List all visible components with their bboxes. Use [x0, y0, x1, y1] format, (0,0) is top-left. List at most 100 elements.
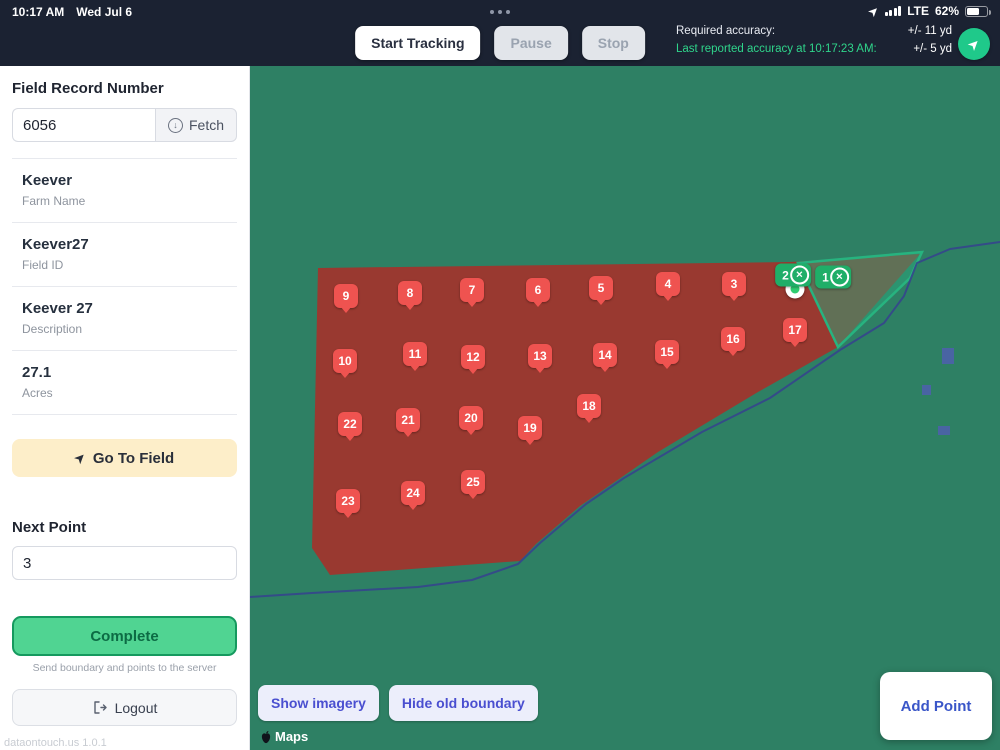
navigation-arrow-icon: ➤	[71, 449, 89, 467]
description-label: Description	[22, 322, 83, 336]
building-footprint	[942, 348, 954, 364]
map-layer-controls: Show imagery Hide old boundary	[258, 685, 538, 721]
map-pin[interactable]: 11	[403, 342, 427, 366]
show-imagery-button[interactable]: Show imagery	[258, 685, 379, 721]
map-canvas[interactable]: 9 8 7 6 5 4 3 17 16 15 14 13 12 11 10 18 19 20 21 22 23 24 25 2…	[250, 66, 1000, 750]
field-id-value: Keever27	[22, 236, 89, 253]
fetch-button[interactable]: ↓ Fetch	[154, 108, 237, 142]
remove-point-button[interactable]: ✕	[789, 265, 809, 285]
field-row-description: Keever 27 Description	[12, 287, 237, 351]
go-to-field-button[interactable]: ➤ Go To Field	[12, 439, 237, 477]
top-bar: 10:17 AM Wed Jul 6 ➤ LTE 62% Start Track…	[0, 0, 1000, 66]
river-line	[250, 241, 1000, 598]
map-pin-number: 21	[401, 413, 415, 427]
battery-icon	[965, 5, 991, 17]
building-footprint	[938, 426, 950, 435]
map-pin-number: 14	[598, 348, 612, 362]
map-pin-number: 4	[664, 277, 672, 291]
app-version: dataontouch.us 1.0.1	[4, 737, 107, 749]
map-pin-number: 6	[534, 283, 542, 297]
map-pin[interactable]: 6	[526, 278, 550, 302]
battery-percent: 62%	[934, 4, 959, 18]
accuracy-panel: Required accuracy: +/- 11 yd Last report…	[676, 23, 952, 59]
location-services-icon: ➤	[866, 3, 882, 19]
map-pin-number: 10	[338, 354, 352, 368]
map-pin[interactable]: 3	[722, 272, 746, 296]
map-pin[interactable]: 24	[401, 481, 425, 505]
hide-old-boundary-button[interactable]: Hide old boundary	[388, 685, 538, 721]
field-row-field-id: Keever27 Field ID	[12, 223, 237, 287]
field-record-number-input[interactable]	[12, 108, 155, 142]
map-pin[interactable]: 9	[334, 284, 358, 308]
acres-value: 27.1	[22, 364, 52, 381]
clock: 10:17 AM	[12, 5, 65, 19]
map-pin[interactable]: 5	[589, 276, 613, 300]
map-pin[interactable]: 15	[655, 340, 679, 364]
home-indicator-dots[interactable]	[490, 10, 510, 14]
map-pin[interactable]: 20	[459, 406, 483, 430]
map-pin[interactable]: 22	[338, 412, 362, 436]
map-pin[interactable]: 10	[333, 349, 357, 373]
map-pin[interactable]: 18	[577, 394, 601, 418]
last-accuracy-value: +/- 5 yd	[913, 42, 952, 55]
farm-name-value: Keever	[22, 172, 73, 189]
captured-point-badge[interactable]: 2 ✕	[775, 263, 811, 287]
apple-logo-icon	[261, 730, 271, 743]
stop-button[interactable]: Stop	[581, 26, 645, 60]
start-tracking-button[interactable]: Start Tracking	[355, 26, 481, 60]
map-pin-number: 5	[597, 281, 605, 295]
status-right: ➤ LTE 62%	[866, 3, 991, 19]
map-pin[interactable]: 13	[528, 344, 552, 368]
network-type: LTE	[907, 4, 929, 18]
last-accuracy-label: Last reported accuracy at 10:17:23 AM:	[676, 42, 877, 55]
center-location-button[interactable]: ➤	[958, 28, 990, 60]
map-pin-number: 3	[730, 277, 738, 291]
pause-button[interactable]: Pause	[494, 26, 568, 60]
map-pin[interactable]: 7	[460, 278, 484, 302]
map-pins-layer: 9 8 7 6 5 4 3 17 16 15 14 13 12 11 10 18 19 20 21 22 23 24 25 2…	[250, 66, 1000, 750]
map-pin[interactable]: 17	[783, 318, 807, 342]
map-pin[interactable]: 21	[396, 408, 420, 432]
captured-point-badge[interactable]: 1 ✕	[815, 265, 851, 289]
add-point-button[interactable]: Add Point	[880, 672, 992, 740]
field-row-acres: 27.1 Acres	[12, 351, 237, 415]
map-pin[interactable]: 14	[593, 343, 617, 367]
logout-label: Logout	[114, 699, 158, 716]
farm-name-label: Farm Name	[22, 194, 86, 208]
field-info-list: Keever Farm Name Keever27 Field ID Keeve…	[12, 158, 237, 415]
captured-point-number: 2	[782, 268, 789, 282]
map-pin-number: 19	[523, 421, 537, 435]
map-pin[interactable]: 8	[398, 281, 422, 305]
field-record-fetch-row: ↓ Fetch	[12, 108, 237, 142]
logout-icon	[93, 701, 107, 714]
map-pin[interactable]: 16	[721, 327, 745, 351]
date: Wed Jul 6	[76, 5, 133, 19]
complete-button[interactable]: Complete	[12, 616, 237, 656]
map-pin-number: 25	[466, 475, 480, 489]
map-pin-number: 23	[341, 494, 355, 508]
fetch-button-label: Fetch	[188, 117, 224, 133]
download-circle-icon: ↓	[167, 117, 183, 133]
tracking-controls: Start Tracking Pause Stop	[355, 26, 645, 60]
field-id-label: Field ID	[22, 258, 64, 272]
map-pin-number: 18	[582, 399, 596, 413]
map-pin[interactable]: 25	[461, 470, 485, 494]
map-pin-number: 16	[726, 332, 740, 346]
map-pin[interactable]: 19	[518, 416, 542, 440]
map-pin-number: 20	[464, 411, 478, 425]
map-pin[interactable]: 23	[336, 489, 360, 513]
required-accuracy-value: +/- 11 yd	[907, 25, 952, 37]
map-pin-number: 11	[408, 347, 422, 361]
next-point-input[interactable]	[12, 546, 237, 580]
logout-button[interactable]: Logout	[12, 689, 237, 726]
sidebar: Field Record Number ↓ Fetch Keever Farm …	[0, 66, 250, 750]
remove-point-button[interactable]: ✕	[829, 267, 849, 287]
map-pin[interactable]: 12	[461, 345, 485, 369]
navigation-arrow-icon: ➤	[963, 33, 984, 54]
map-pin-number: 12	[466, 350, 480, 364]
next-point-label: Next Point	[12, 519, 87, 536]
map-pin-number: 7	[468, 283, 476, 297]
go-to-field-label: Go To Field	[92, 449, 175, 467]
status-left: 10:17 AM Wed Jul 6	[12, 5, 132, 19]
map-pin[interactable]: 4	[656, 272, 680, 296]
